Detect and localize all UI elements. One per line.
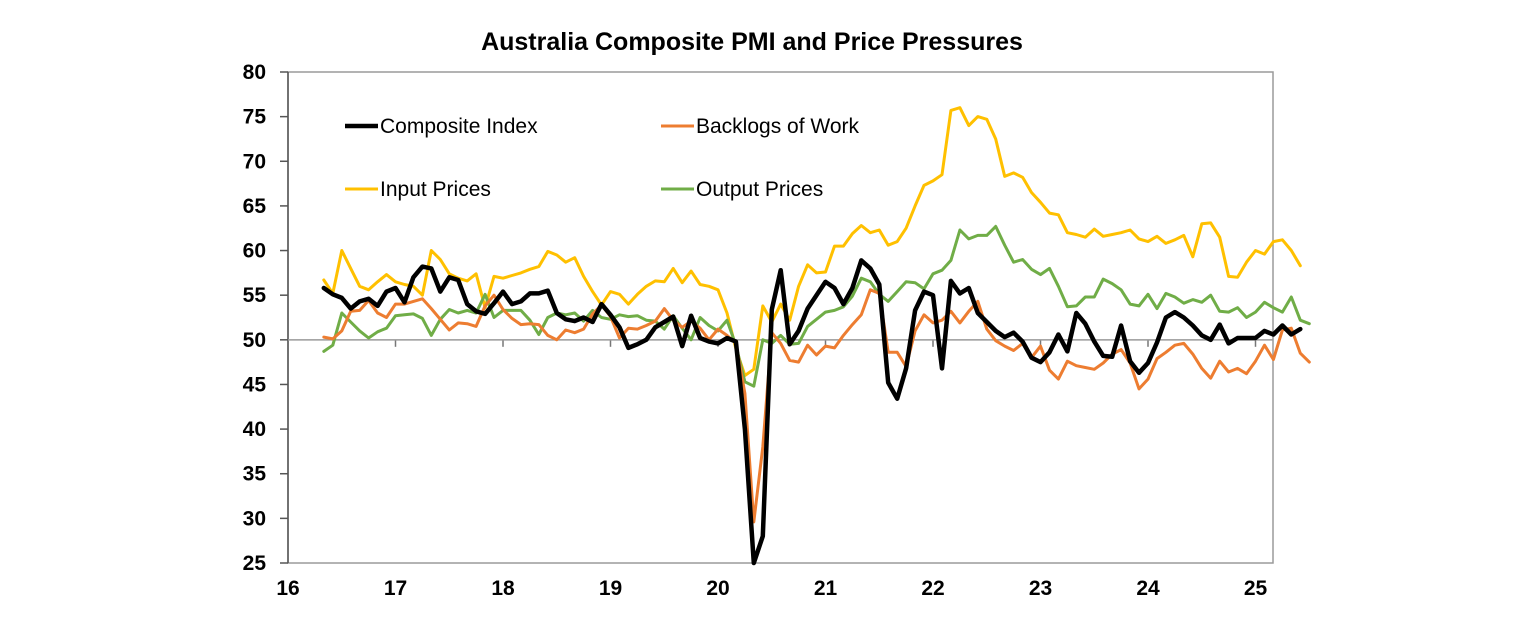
legend-label: Backlogs of Work	[696, 115, 860, 138]
series-line-backlogs-of-work	[322, 288, 1311, 524]
y-tick-label: 35	[243, 463, 267, 486]
y-tick-label: 30	[243, 507, 266, 530]
x-tick-label: 21	[814, 577, 838, 600]
x-tick-label: 25	[1244, 577, 1268, 600]
x-tick-label: 18	[491, 577, 515, 600]
series-group	[321, 106, 1311, 566]
plot-frame	[287, 71, 1274, 564]
y-tick-label: 55	[243, 284, 267, 307]
y-tick-label: 80	[243, 61, 266, 84]
x-tick-label: 16	[276, 577, 299, 600]
legend: Composite Index Backlogs of Work Input Pri…	[345, 115, 860, 201]
legend-label: Input Prices	[380, 178, 491, 201]
x-axis-ticks: 16 17 18 19 20 21 22 23 24 25	[276, 339, 1268, 600]
series-line-composite-index	[321, 258, 1303, 566]
x-tick-label: 24	[1136, 577, 1160, 600]
y-tick-label: 50	[243, 329, 266, 352]
x-tick-label: 17	[384, 577, 407, 600]
y-tick-label: 75	[243, 106, 267, 129]
y-tick-label: 65	[243, 195, 267, 218]
y-tick-label: 25	[243, 552, 267, 575]
series-line-input-prices	[322, 106, 1302, 377]
x-tick-label: 22	[921, 577, 944, 600]
y-tick-label: 60	[243, 240, 266, 263]
chart-title: Australia Composite PMI and Price Pressu…	[481, 28, 1023, 56]
y-axis-ticks: 25 30 35 40 45 50 55 60 65 70 75 80	[243, 61, 288, 575]
x-tick-label: 23	[1029, 577, 1052, 600]
x-tick-label: 20	[706, 577, 729, 600]
legend-label: Output Prices	[696, 178, 823, 201]
y-tick-label: 40	[243, 418, 266, 441]
legend-label: Composite Index	[380, 115, 538, 138]
x-tick-label: 19	[599, 577, 622, 600]
y-tick-label: 70	[243, 150, 266, 173]
y-tick-label: 45	[243, 373, 267, 396]
